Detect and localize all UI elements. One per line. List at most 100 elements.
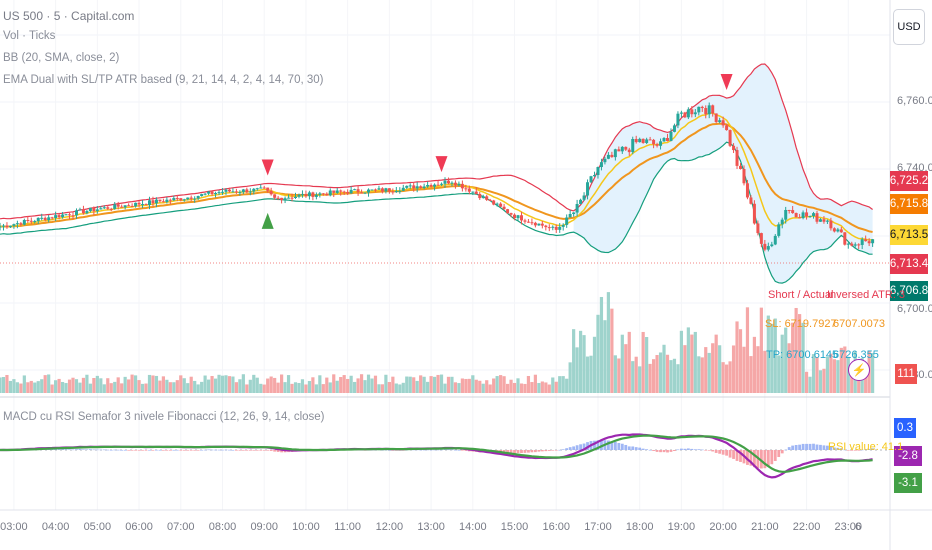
price-label-ema-fast: 6,713.5 xyxy=(890,225,928,245)
candle-body xyxy=(426,184,430,187)
volume-bar xyxy=(426,381,430,393)
volume-bar xyxy=(745,307,750,393)
volume-bar xyxy=(832,359,836,393)
volume-bar xyxy=(610,308,614,393)
volume-bar xyxy=(81,377,86,393)
volume-bar xyxy=(843,346,847,393)
candle-body xyxy=(700,106,704,109)
currency-button[interactable]: USD xyxy=(893,9,925,45)
candle-body xyxy=(123,205,127,208)
macd-histogram-bar xyxy=(82,449,85,450)
macd-histogram-bar xyxy=(137,450,141,451)
candle-body xyxy=(540,223,544,226)
macd-legend[interactable]: MACD cu RSI Semafor 3 nivele Fibonacci (… xyxy=(3,411,325,423)
candle-body xyxy=(245,189,249,193)
candle-body xyxy=(154,199,158,204)
volume-bar xyxy=(318,375,322,393)
macd-histogram-bar xyxy=(683,448,687,450)
volume-bar xyxy=(467,378,471,393)
macd-histogram-bar xyxy=(850,450,854,451)
candle-body xyxy=(95,209,99,212)
volume-bar xyxy=(648,363,652,393)
candle-body xyxy=(269,190,273,195)
macd-histogram-bar xyxy=(175,449,179,451)
rsi-annotation: RSI value: 41.1 xyxy=(828,441,904,453)
time-tick: 13:00 xyxy=(417,521,445,533)
macd-histogram-bar xyxy=(676,449,680,451)
time-tick: 18:00 xyxy=(625,521,654,533)
volume-bar xyxy=(825,356,830,393)
lightning-icon[interactable]: ⚡ xyxy=(848,359,870,381)
candle-body xyxy=(29,220,33,222)
volume-bar xyxy=(735,321,739,393)
macd-histogram-bar xyxy=(815,444,819,450)
volume-bar xyxy=(255,377,259,393)
macd-histogram-bar xyxy=(447,449,450,451)
volume-bar xyxy=(568,362,572,393)
candle-body xyxy=(151,200,155,204)
volume-bar xyxy=(460,378,464,393)
macd-histogram-bar xyxy=(551,450,555,451)
volume-bar xyxy=(672,358,677,393)
candle-body xyxy=(217,192,221,194)
volume-bar xyxy=(339,377,343,393)
volume-legend[interactable]: Vol · Ticks xyxy=(3,30,56,42)
volume-bar xyxy=(12,379,16,393)
candle-body xyxy=(8,225,12,228)
macd-histogram-bar xyxy=(846,450,850,451)
candle-body xyxy=(189,197,193,199)
candle-body xyxy=(805,212,809,217)
volume-bar xyxy=(676,364,680,393)
volume-bar xyxy=(742,346,746,393)
volume-bar xyxy=(544,382,548,393)
macd-histogram-bar xyxy=(144,450,148,451)
candle-body xyxy=(19,223,23,225)
volume-bar xyxy=(335,380,339,393)
volume-bar xyxy=(224,375,228,393)
candle-body xyxy=(735,150,739,166)
volume-bar xyxy=(634,356,638,393)
volume-bar xyxy=(311,377,315,393)
macd-histogram-bar xyxy=(457,449,461,451)
macd-histogram-bar xyxy=(537,450,541,452)
volume-bar xyxy=(523,383,527,393)
candle-body xyxy=(471,191,475,193)
macd-histogram-bar xyxy=(871,448,875,450)
volume-bar xyxy=(714,334,718,393)
candle-body xyxy=(638,138,642,143)
candle-body xyxy=(147,200,151,205)
volume-bar xyxy=(102,384,106,393)
candle-body xyxy=(440,183,444,185)
candle-body xyxy=(485,196,489,200)
candle-body xyxy=(297,194,301,197)
macd-histogram-bar xyxy=(513,450,516,454)
candle-body xyxy=(586,182,590,196)
volume-bar xyxy=(558,376,562,393)
volume-bar xyxy=(446,376,451,393)
candle-body xyxy=(200,194,204,197)
candle-body xyxy=(704,108,708,115)
time-tick: 09:00 xyxy=(250,521,278,533)
volume-bar xyxy=(627,331,631,393)
candle-body xyxy=(502,206,506,210)
candle-body xyxy=(763,243,767,250)
candle-body xyxy=(739,165,743,169)
ema-dual-legend[interactable]: EMA Dual with SL/TP ATR based (9, 21, 14… xyxy=(3,74,324,86)
volume-bar xyxy=(179,375,183,393)
volume-bar xyxy=(679,330,684,393)
time-tick: 04:00 xyxy=(41,521,70,533)
volume-bar xyxy=(756,346,760,393)
macd-histogram-bar xyxy=(168,450,172,451)
bollinger-legend[interactable]: BB (20, SMA, close, 2) xyxy=(3,52,120,64)
macd-histogram-bar xyxy=(610,441,614,450)
macd-histogram-bar xyxy=(746,450,749,465)
candle-body xyxy=(370,189,374,191)
macd-histogram-bar xyxy=(652,450,655,451)
macd-histogram-bar xyxy=(753,450,756,468)
macd-histogram-bar xyxy=(207,449,210,451)
volume-bar xyxy=(700,357,704,393)
macd-histogram-bar xyxy=(714,450,718,453)
macd-histogram-bar xyxy=(95,449,99,451)
candle-body xyxy=(50,217,54,219)
